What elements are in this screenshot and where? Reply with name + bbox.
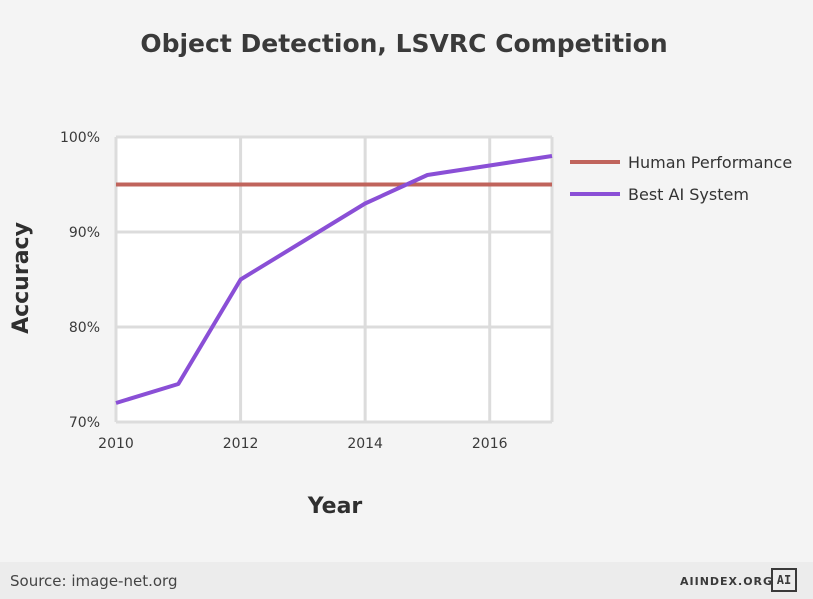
- x-tick-label: 2012: [223, 436, 259, 452]
- y-tick-label: 90%: [69, 225, 100, 241]
- y-tick-label: 70%: [69, 415, 100, 431]
- legend-label: Best AI System: [628, 185, 749, 204]
- legend: Human Performance Best AI System: [570, 153, 792, 204]
- x-tick-label: 2016: [472, 436, 508, 452]
- x-tick-label: 2010: [98, 436, 134, 452]
- y-tick-label: 80%: [69, 320, 100, 336]
- y-tick-label: 100%: [60, 130, 100, 146]
- legend-label: Human Performance: [628, 153, 792, 172]
- footer-bar: [0, 562, 813, 599]
- x-axis-title: Year: [307, 494, 363, 519]
- brand-logo-icon: AI: [771, 568, 797, 592]
- plot-area: 70% 80% 90% 100% 2010 2012 2014 2016: [60, 130, 554, 452]
- y-axis-title: Accuracy: [9, 222, 34, 334]
- tick-labels: 70% 80% 90% 100% 2010 2012 2014 2016: [60, 130, 508, 452]
- source-text: Source: image-net.org: [10, 572, 178, 590]
- series-group: [115, 154, 553, 405]
- brand-text: AIINDEX.ORG: [680, 575, 774, 588]
- chart-title: Object Detection, LSVRC Competition: [140, 29, 667, 58]
- series-line-1: [115, 154, 553, 405]
- x-tick-label: 2014: [347, 436, 383, 452]
